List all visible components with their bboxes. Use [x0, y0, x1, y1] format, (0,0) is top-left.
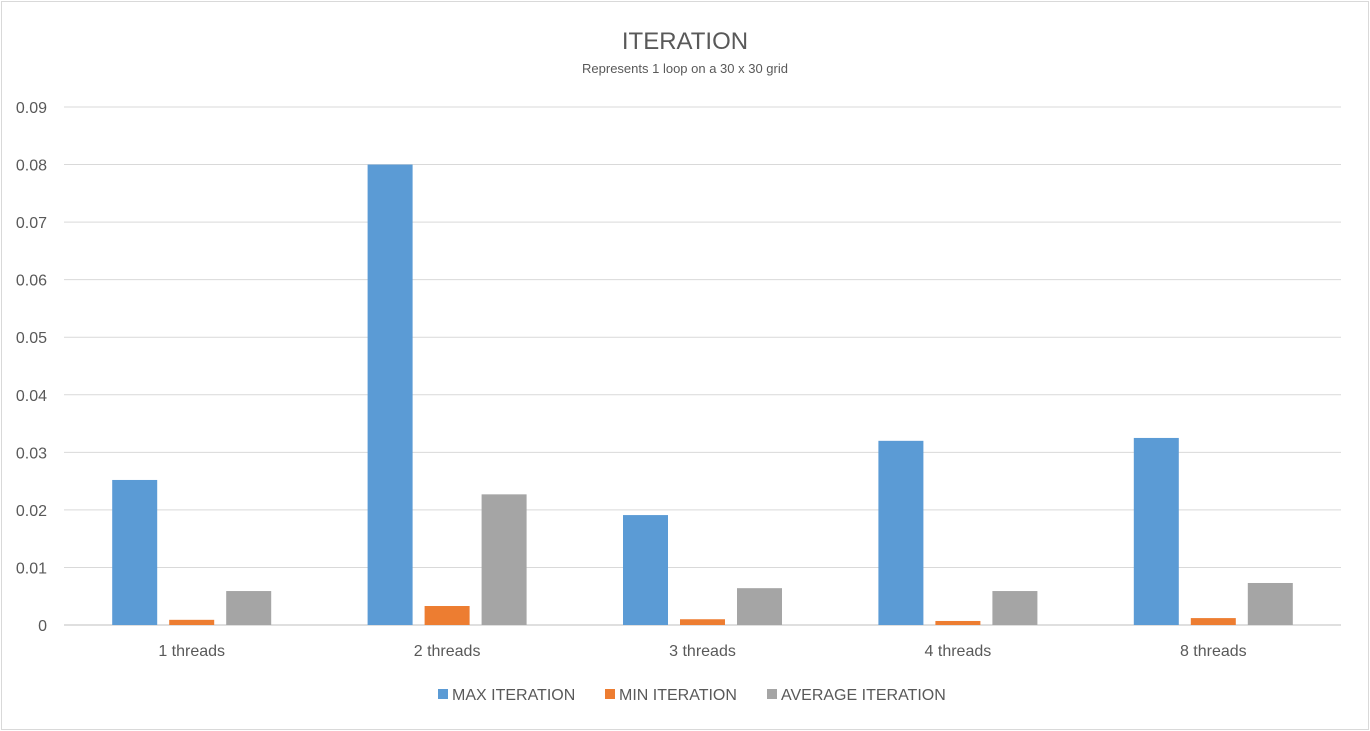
- y-tick-label: 0.05: [16, 330, 47, 347]
- bars: [112, 164, 1293, 626]
- x-tick-label: 4 threads: [925, 643, 992, 660]
- y-tick-label: 0.07: [16, 215, 47, 232]
- y-tick-label: 0.09: [16, 100, 47, 117]
- gridlines: [64, 106, 1341, 626]
- legend-swatch: [605, 689, 615, 699]
- legend-swatch: [438, 689, 448, 699]
- x-tick-label: 8 threads: [1180, 643, 1247, 660]
- bar: [112, 479, 158, 625]
- bar: [424, 606, 470, 625]
- bar: [935, 620, 981, 625]
- bar: [737, 588, 782, 625]
- bar: [878, 440, 924, 625]
- y-tick-label: 0.01: [16, 560, 47, 577]
- chart-subtitle: Represents 1 loop on a 30 x 30 grid: [582, 61, 788, 76]
- legend: MAX ITERATION MIN ITERATION AVERAGE ITERAT…: [438, 687, 946, 704]
- bar: [680, 619, 725, 625]
- legend-swatch: [767, 689, 777, 699]
- y-tick-label: 0.04: [16, 388, 47, 405]
- legend-label: AVERAGE ITERATION: [781, 687, 946, 704]
- bar: [481, 494, 527, 625]
- y-axis-ticks: 0 0.01 0.02 0.03 0.04 0.05 0.06 0.07 0.08 0.09: [16, 100, 47, 635]
- x-axis-ticks: 1 threads 2 threads 3 threads 4 threads 8 th…: [158, 643, 1246, 660]
- legend-label: MIN ITERATION: [619, 687, 737, 704]
- y-tick-label: 0.08: [16, 158, 47, 175]
- y-tick-label: 0: [38, 618, 47, 635]
- x-tick-label: 3 threads: [669, 643, 736, 660]
- bar: [1133, 437, 1179, 625]
- bar: [1190, 618, 1236, 625]
- bar: [226, 591, 272, 625]
- bar: [1247, 582, 1293, 625]
- y-tick-label: 0.03: [16, 445, 47, 462]
- bar: [367, 164, 413, 626]
- bar: [992, 591, 1038, 625]
- chart-title: ITERATION: [622, 28, 748, 55]
- y-tick-label: 0.02: [16, 503, 47, 520]
- x-tick-label: 2 threads: [414, 643, 481, 660]
- bar: [623, 515, 668, 625]
- bar: [169, 619, 215, 625]
- y-tick-label: 0.06: [16, 273, 47, 290]
- x-tick-label: 1 threads: [158, 643, 225, 660]
- legend-label: MAX ITERATION: [452, 687, 575, 704]
